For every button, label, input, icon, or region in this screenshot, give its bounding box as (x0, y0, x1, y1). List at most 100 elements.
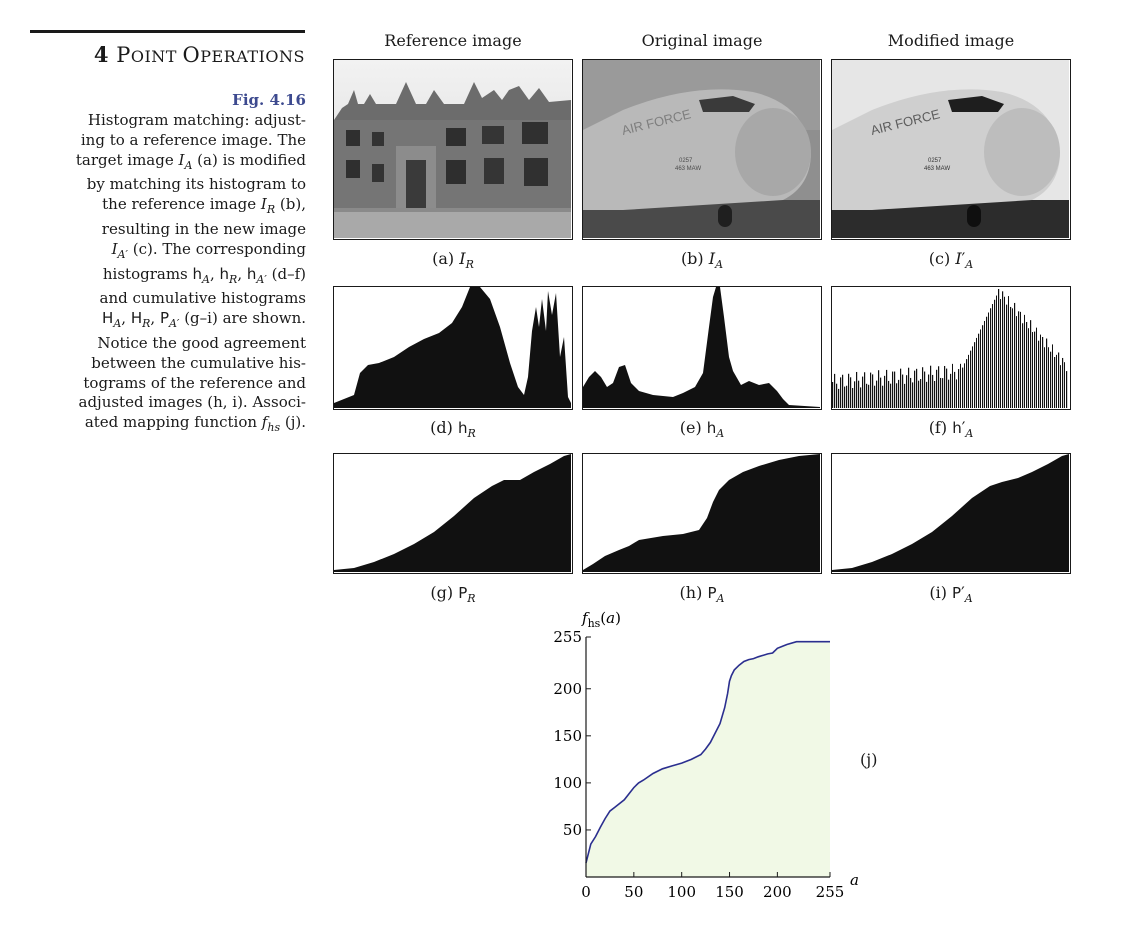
sublabel-i: (i) P′A (929, 583, 973, 606)
histogram-bar (934, 380, 936, 408)
histogram-bar (902, 374, 904, 408)
histogram-bar (1016, 316, 1017, 408)
histogram-bar (970, 350, 972, 408)
original-image-panel: AIR FORCE 0257 463 MAW (582, 59, 822, 240)
histogram-bar (968, 354, 969, 408)
histogram-bar (1002, 291, 1004, 408)
aircraft-nose-photo: AIR FORCE 0257 463 MAW (583, 60, 820, 238)
histogram-bar (1046, 338, 1048, 408)
histogram-bar (880, 377, 882, 408)
caption-line: Notice the good agreement (97, 333, 306, 352)
chapter-title-cap-1: P (116, 43, 131, 67)
sublabel-f: (f) h′A (928, 418, 974, 441)
caption-line: IA′ (c). The corresponding (111, 239, 306, 261)
histogram-bar (1060, 365, 1061, 408)
histogram-bar (932, 374, 934, 408)
histogram-bar (1036, 327, 1037, 408)
caption-line: Histogram matching: adjust- (87, 111, 306, 129)
histogram-bar (832, 382, 834, 408)
cumulative-reference-panel (333, 453, 573, 574)
histogram-bar (950, 373, 952, 408)
histogram-bar (1010, 306, 1012, 408)
histogram-bar (892, 371, 894, 408)
histogram-bar (868, 384, 870, 408)
cumulative-modified-panel (831, 453, 1071, 574)
sublabel-a: (a) IR (432, 249, 474, 272)
chapter-title-cap-2: O (182, 43, 201, 67)
aircraft-unit-code: 463 MAW (675, 166, 701, 172)
histogram-bar (1024, 314, 1025, 408)
caption-line: the reference image IR (b), (102, 195, 306, 217)
histogram-bar (924, 371, 926, 408)
histogram-bar (1040, 334, 1041, 408)
histogram-bar (996, 295, 997, 408)
caption-line: target image IA (a) is modified (75, 150, 306, 172)
histogram-bar (1000, 299, 1001, 408)
aircraft-tail-number: 0257 (679, 158, 693, 164)
histogram-bar (976, 337, 977, 408)
histogram-bar (1052, 344, 1053, 408)
histogram-bar (1058, 352, 1060, 408)
label-h: (h) (679, 583, 703, 602)
histogram-bar (888, 380, 890, 408)
label-i: (i) (929, 583, 947, 602)
histogram-bar (936, 369, 938, 408)
histogram-bar (992, 304, 993, 408)
histogram-bar (894, 371, 896, 408)
x-tick-label: 50 (624, 883, 643, 901)
sublabel-c: (c) I′A (928, 249, 974, 272)
histogram-bar (878, 370, 880, 408)
histogram-bar (1020, 311, 1021, 408)
histogram-bar (852, 387, 854, 408)
histogram-bar (958, 369, 960, 408)
histogram-bar (838, 388, 840, 408)
y-tick-label: 100 (553, 774, 582, 792)
histogram-bar (926, 381, 928, 408)
histogram-bar (896, 383, 898, 408)
histogram-bar (990, 308, 992, 408)
histogram-bar (964, 363, 965, 408)
histogram-bar (898, 379, 900, 408)
histogram-bar (946, 368, 948, 408)
histogram-bar (928, 374, 930, 408)
reference-image-panel (333, 59, 573, 240)
histogram-original (583, 287, 820, 408)
histogram-bar (866, 383, 868, 408)
figure-label: Fig. 4.16 (232, 91, 306, 109)
column-title-original: Original image (641, 31, 763, 50)
histogram-bar (912, 382, 914, 408)
histogram-modified (832, 289, 1068, 408)
histogram-bar (846, 385, 848, 408)
histogram-bar (848, 373, 850, 408)
histogram-bar (1022, 323, 1024, 408)
histogram-bar (918, 380, 920, 408)
histogram-bar (1018, 311, 1020, 408)
aircraft-nose-photo-modified: AIR FORCE 0257 463 MAW (832, 60, 1069, 238)
histogram-bar (988, 312, 989, 408)
histogram-bar (1032, 332, 1033, 408)
cumulative-original-panel (582, 453, 822, 574)
label-c: (c) (928, 249, 951, 268)
caption-line: HA, HR, PA′ (g–i) are shown. (102, 309, 306, 331)
histogram-bar (952, 363, 953, 408)
histogram-bar (842, 374, 844, 408)
histogram-bar (1012, 308, 1013, 408)
histogram-bar (1014, 302, 1016, 408)
caption-line: tograms of the reference and (83, 373, 306, 392)
histogram-modified-panel (831, 286, 1071, 410)
histogram-bar (850, 377, 852, 408)
sublabel-d: (d) hR (430, 418, 476, 441)
chapter-title-small-1: OINT (130, 47, 183, 66)
caption-line: and cumulative histograms (99, 289, 306, 308)
histogram-bar (874, 385, 876, 408)
sublabel-j: (j) (860, 750, 878, 769)
y-tick-label: 200 (553, 680, 582, 698)
histogram-bar (956, 379, 957, 408)
histogram-bar (882, 385, 884, 408)
histogram-bar (1030, 320, 1032, 408)
histogram-bar (1056, 354, 1057, 408)
mapping-function-plot: 0 50 100 150 200 255 50 100 150 200 255 fhs(a) a (553, 609, 859, 901)
cumulative-histogram-original (583, 454, 820, 572)
histogram-bar (872, 374, 874, 408)
histogram-bar (1042, 337, 1044, 408)
